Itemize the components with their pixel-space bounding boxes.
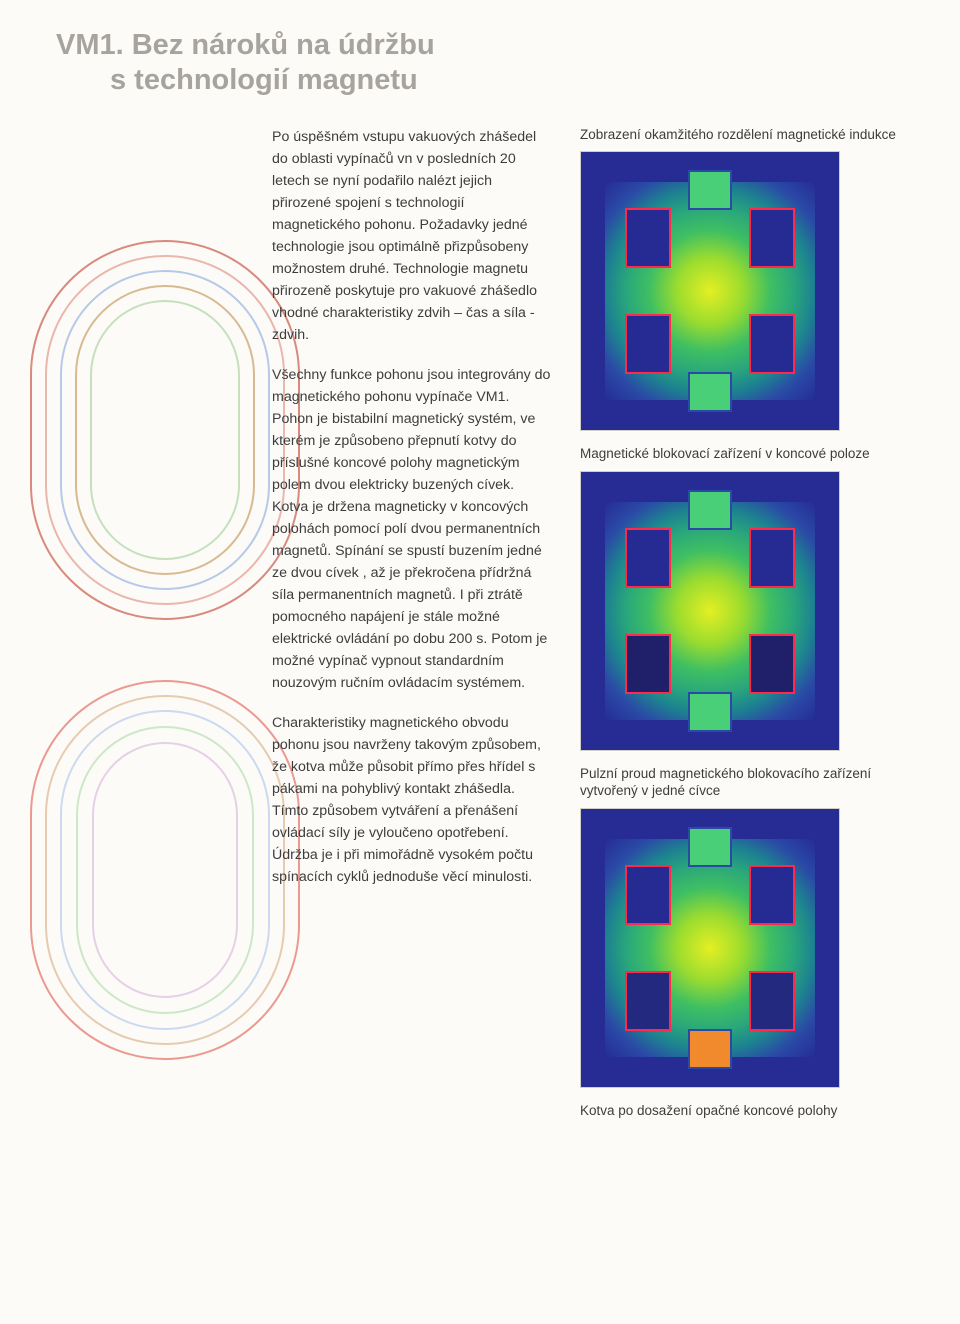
paragraph-1: Po úspěšném vstupu vakuových zhášedel do… <box>272 126 552 346</box>
simulation-image-3 <box>580 808 840 1088</box>
caption-1: Zobrazení okamžitého rozdělení magnetick… <box>580 126 904 144</box>
simulation-image-1 <box>580 151 840 431</box>
page-title: VM1. Bez nároků na údržbu s technologií … <box>56 28 616 98</box>
figures-column: Zobrazení okamžitého rozdělení magnetick… <box>580 126 904 1128</box>
paragraph-3: Charakteristiky magnetického obvodu poho… <box>272 712 552 888</box>
caption-4: Kotva po dosažení opačné koncové polohy <box>580 1102 904 1120</box>
spacer-column <box>56 126 244 1128</box>
simulation-image-2 <box>580 471 840 751</box>
body-column: Po úspěšném vstupu vakuových zhášedel do… <box>272 126 552 1128</box>
caption-3: Pulzní proud magnetického blokovacího za… <box>580 765 904 800</box>
paragraph-2: Všechny funkce pohonu jsou integrovány d… <box>272 364 552 694</box>
caption-2: Magnetické blokovací zařízení v koncové … <box>580 445 904 463</box>
title-line-2: s technologií magnetu <box>56 63 616 98</box>
title-line-1: VM1. Bez nároků na údržbu <box>56 28 616 63</box>
